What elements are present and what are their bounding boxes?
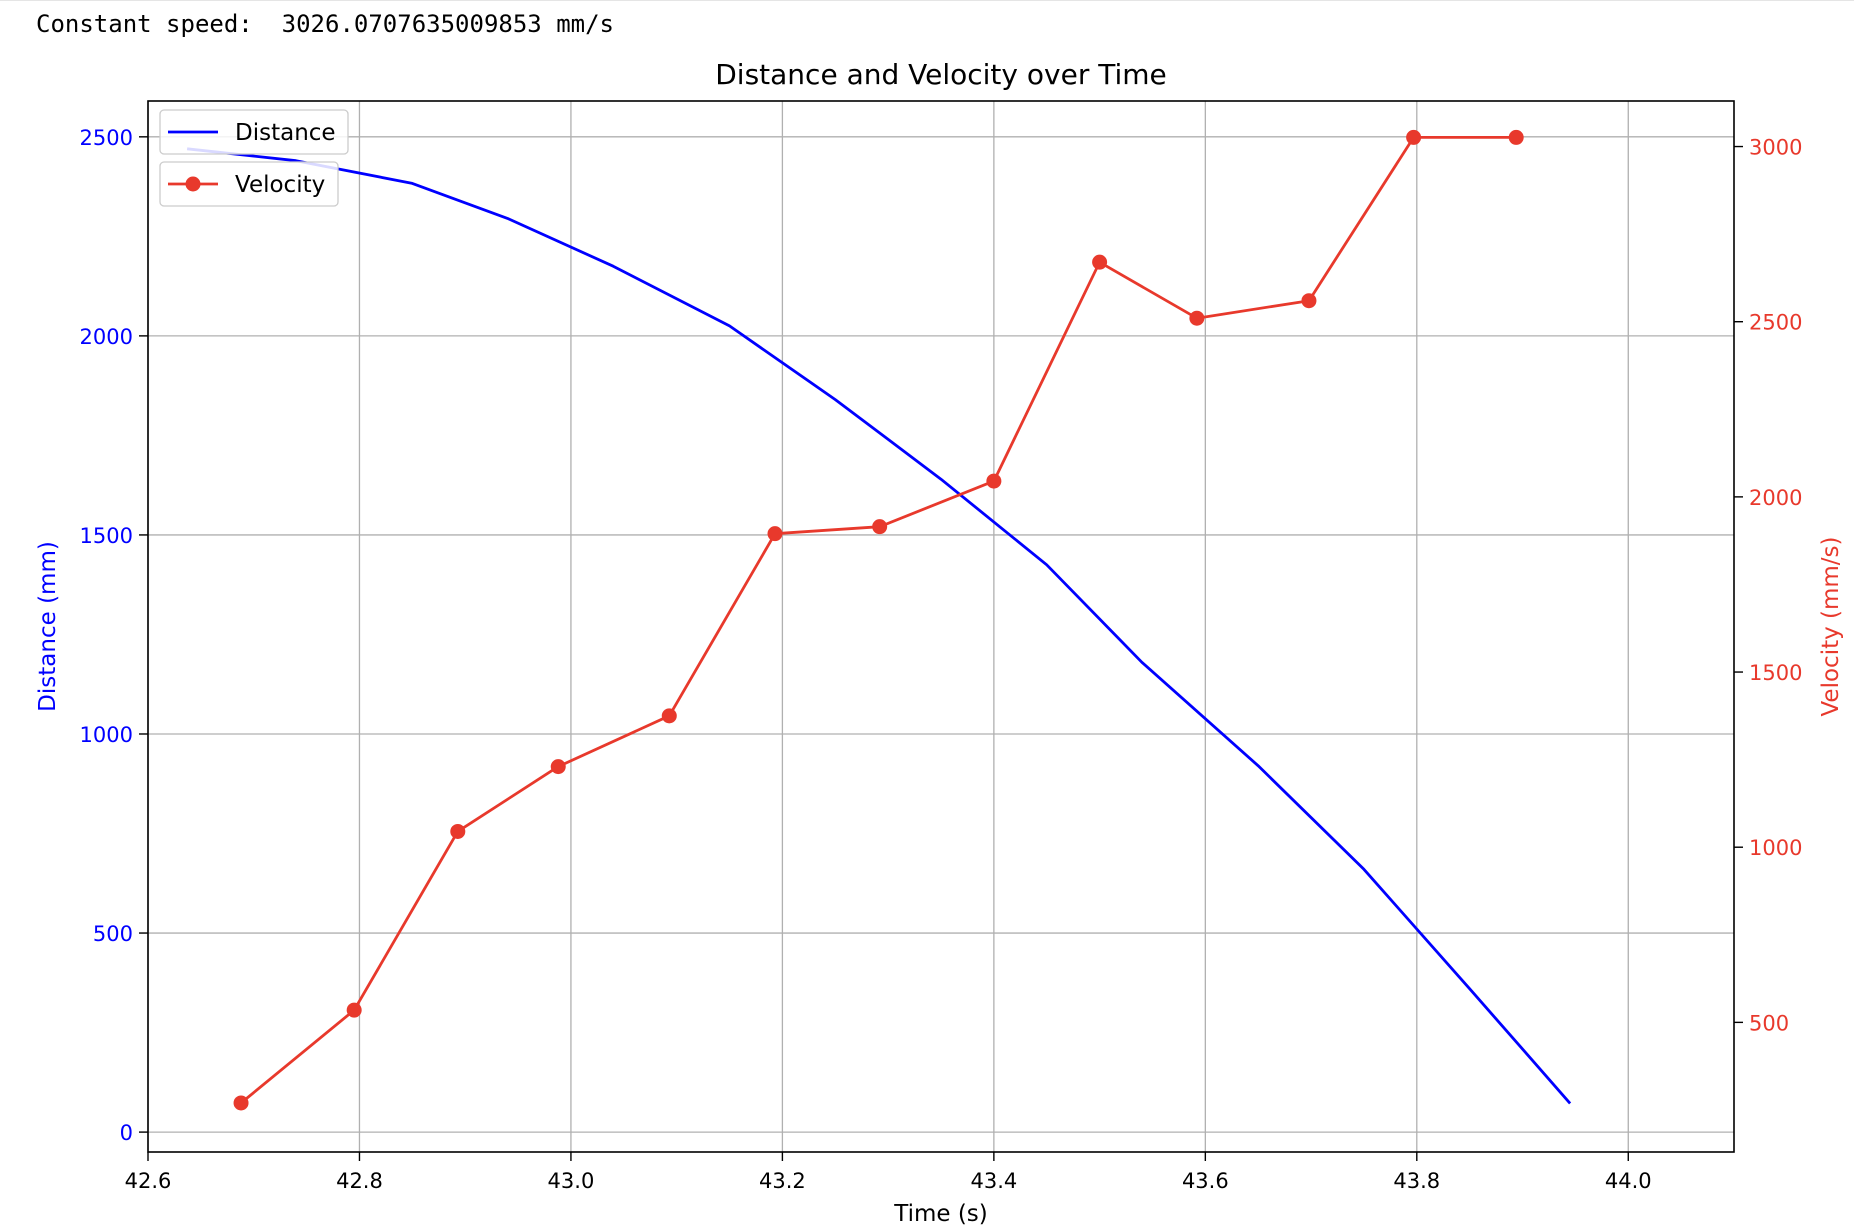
chart-title: Distance and Velocity over Time (715, 58, 1167, 91)
y-right-axis-label: Velocity (mm/s) (1818, 536, 1844, 716)
series-point-velocity (1301, 293, 1317, 309)
series-point-velocity (346, 1002, 362, 1018)
series-line-distance (186, 147, 1572, 1105)
y-left-tick-label: 500 (93, 922, 133, 946)
output-unit: mm/s (556, 10, 614, 38)
y-left-tick-label: 2000 (80, 325, 133, 349)
series-point-velocity (550, 759, 566, 775)
output-value: 3026.0707635009853 (281, 10, 542, 38)
grid (147, 101, 1734, 1152)
y-right-tick-label: 3000 (1749, 136, 1802, 160)
legend-box-distance (159, 109, 349, 155)
series-point-velocity (1406, 129, 1422, 145)
y-left-tick-label: 1000 (80, 723, 133, 747)
series-point-velocity (661, 708, 677, 724)
x-axis-label: Time (s) (893, 1201, 988, 1227)
y-left-tick-label: 0 (120, 1121, 133, 1145)
series-point-velocity (1092, 254, 1108, 270)
y-left-tick-label: 2500 (80, 126, 133, 150)
x-tick-label: 43.4 (970, 1169, 1017, 1193)
y-right-tick-label: 1000 (1749, 836, 1802, 860)
y-right-tick-label: 500 (1749, 1011, 1789, 1035)
series-point-velocity (767, 526, 783, 542)
x-tick-label: 43.8 (1393, 1169, 1440, 1193)
x-tick-label: 43.6 (1182, 1169, 1229, 1193)
y-left-tick-label: 1500 (80, 524, 133, 548)
ticks: 42.6 42.8 43.0 43.2 43.4 43.6 43.8 44.0 0 500 1000… (80, 126, 1803, 1193)
series-point-velocity (233, 1095, 249, 1111)
legend-box-velocity (159, 161, 339, 207)
series-point-velocity (872, 519, 888, 535)
y-left-axis-label: Distance (mm) (35, 541, 61, 712)
legend-marker-velocity (185, 176, 201, 192)
x-tick-label: 43.2 (759, 1169, 806, 1193)
cell-divider (0, 0, 1854, 1)
x-tick-label: 42.8 (336, 1169, 383, 1193)
legend: Distance Velocity (159, 109, 349, 207)
y-right-tick-label: 2000 (1749, 486, 1802, 510)
x-tick-label: 43.0 (548, 1169, 595, 1193)
y-right-tick-label: 1500 (1749, 661, 1802, 685)
legend-label-velocity: Velocity (235, 172, 325, 198)
x-tick-label: 42.6 (125, 1169, 172, 1193)
legend-label-distance: Distance (235, 120, 336, 146)
x-tick-label: 44.0 (1605, 1169, 1652, 1193)
plot-frame (147, 100, 1735, 1153)
series-point-velocity (986, 473, 1002, 489)
series-point-velocity (1189, 310, 1205, 326)
series-point-velocity (1508, 129, 1524, 145)
series-layer (186, 129, 1572, 1111)
output-label: Constant speed: (36, 10, 253, 38)
series-line-velocity (240, 135, 1517, 1105)
output-text: Constant speed: 3026.0707635009853 mm/s (36, 10, 614, 38)
y-right-tick-label: 2500 (1749, 311, 1802, 335)
series-point-velocity (450, 823, 466, 839)
